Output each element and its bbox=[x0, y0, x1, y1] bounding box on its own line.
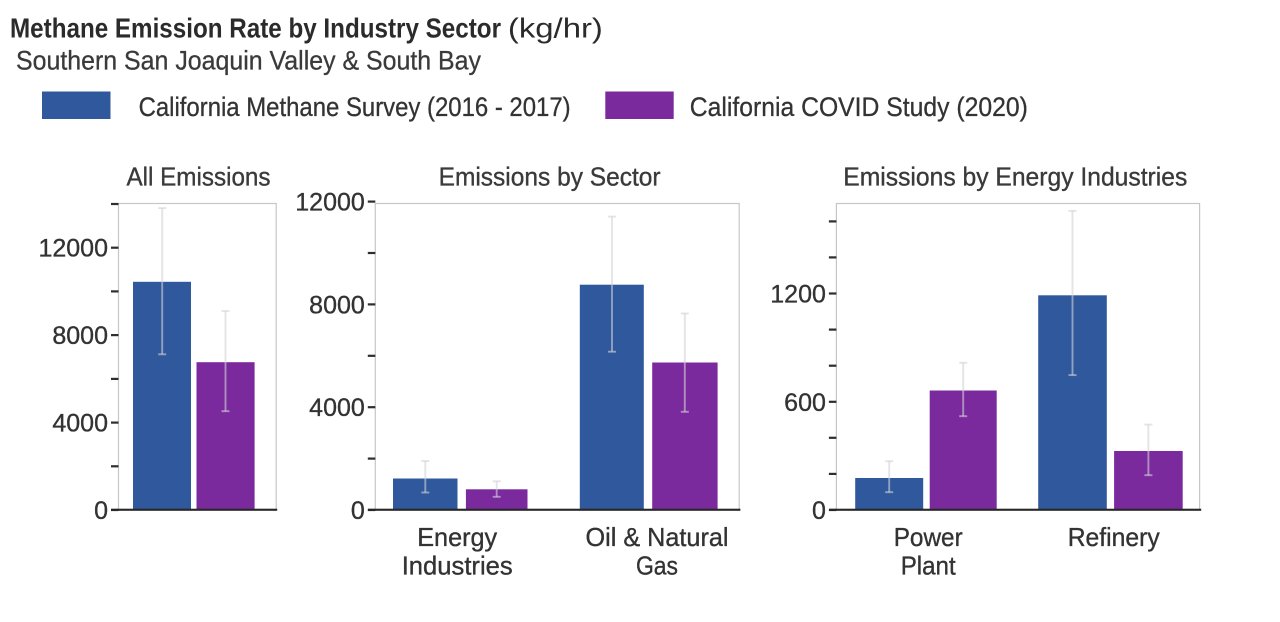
svg-text:4000: 4000 bbox=[309, 394, 365, 422]
svg-text:0: 0 bbox=[94, 497, 108, 525]
svg-text:Emissions by Sector: Emissions by Sector bbox=[439, 162, 661, 192]
svg-text:Oil & Natural: Oil & Natural bbox=[586, 522, 729, 552]
svg-text:Industries: Industries bbox=[402, 550, 513, 580]
svg-text:600: 600 bbox=[784, 389, 826, 417]
svg-text:4000: 4000 bbox=[52, 410, 108, 438]
svg-text:Methane Emission Rate by Indus: Methane Emission Rate by Industry Sector bbox=[10, 13, 501, 44]
svg-text:8000: 8000 bbox=[309, 291, 365, 319]
svg-text:0: 0 bbox=[812, 497, 826, 525]
svg-text:California Methane Survey (201: California Methane Survey (2016 - 2017) bbox=[139, 92, 571, 122]
svg-text:8000: 8000 bbox=[52, 322, 108, 350]
svg-text:Southern San Joaquin Valley &: Southern San Joaquin Valley & South Bay bbox=[16, 45, 481, 75]
svg-text:12000: 12000 bbox=[295, 189, 365, 217]
svg-text:Refinery: Refinery bbox=[1068, 522, 1160, 552]
svg-text:(kg/hr): (kg/hr) bbox=[508, 13, 603, 44]
svg-text:Plant: Plant bbox=[901, 550, 957, 580]
svg-text:Emissions by Energy Industries: Emissions by Energy Industries bbox=[843, 162, 1187, 192]
svg-text:All Emissions: All Emissions bbox=[127, 162, 271, 192]
svg-text:California COVID Study (2020): California COVID Study (2020) bbox=[690, 92, 1028, 122]
svg-text:Energy: Energy bbox=[417, 522, 497, 552]
svg-text:12000: 12000 bbox=[38, 235, 108, 263]
svg-text:Gas: Gas bbox=[636, 550, 678, 580]
svg-text:Power: Power bbox=[894, 522, 963, 552]
svg-text:1200: 1200 bbox=[770, 281, 826, 309]
svg-text:0: 0 bbox=[351, 497, 365, 525]
